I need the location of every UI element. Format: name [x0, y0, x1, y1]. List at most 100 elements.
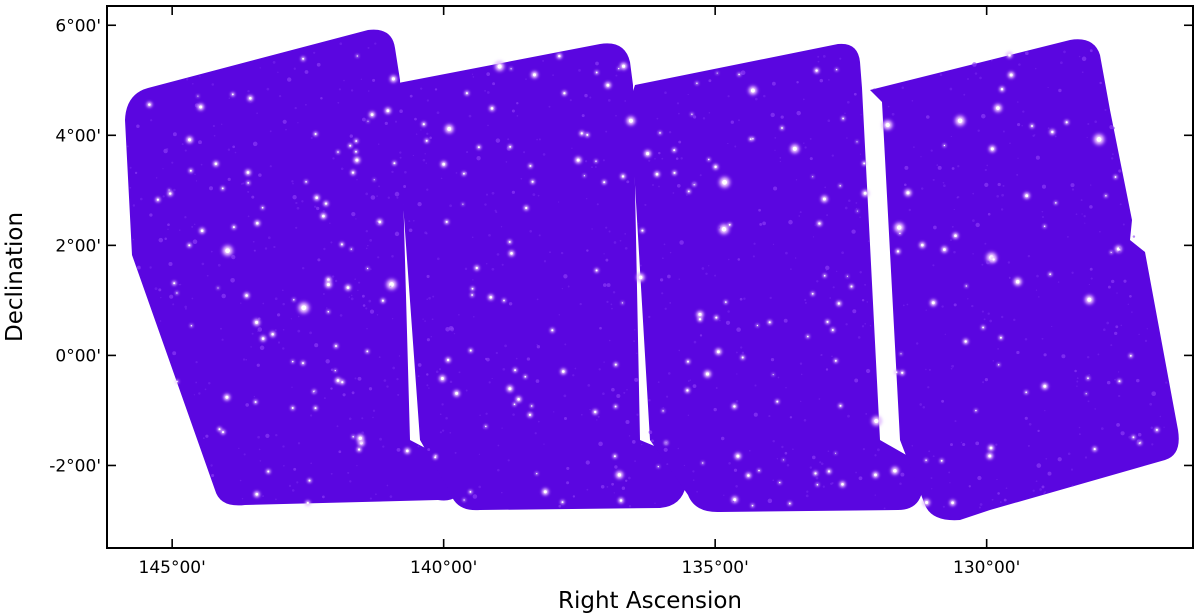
point-source — [584, 93, 588, 98]
point-source — [445, 327, 450, 332]
point-source-core — [714, 165, 717, 169]
diffuse-emission-speck — [1054, 135, 1057, 138]
diffuse-emission-speck — [278, 94, 282, 98]
diffuse-emission-speck — [984, 242, 987, 245]
diffuse-emission-speck — [956, 196, 959, 199]
point-source — [861, 298, 865, 302]
diffuse-emission-speck — [485, 412, 488, 415]
diffuse-emission-speck — [996, 194, 1000, 198]
diffuse-emission-speck — [596, 419, 598, 421]
diffuse-emission-speck — [210, 250, 213, 253]
diffuse-emission-speck — [1102, 328, 1106, 332]
diffuse-emission-speck — [1076, 385, 1078, 387]
diffuse-emission-speck — [1100, 427, 1104, 430]
point-source — [770, 112, 775, 118]
diffuse-emission-speck — [676, 102, 680, 105]
diffuse-emission-speck — [776, 458, 779, 460]
point-source — [767, 498, 773, 504]
diffuse-emission-speck — [701, 267, 705, 270]
diffuse-emission-speck — [735, 400, 739, 403]
diffuse-emission-speck — [1048, 385, 1050, 388]
diffuse-emission-speck — [1002, 184, 1005, 187]
diffuse-emission-speck — [391, 170, 394, 174]
diffuse-emission-speck — [654, 502, 656, 505]
diffuse-emission-speck — [820, 462, 824, 466]
diffuse-emission-speck — [450, 329, 454, 332]
point-source-core — [659, 132, 661, 134]
diffuse-emission-speck — [678, 112, 680, 115]
source-layer — [126, 42, 1168, 510]
diffuse-emission-speck — [154, 287, 158, 290]
point-source — [1114, 331, 1118, 336]
diffuse-emission-speck — [297, 329, 301, 333]
diffuse-emission-speck — [501, 427, 503, 429]
diffuse-emission-speck — [389, 495, 393, 498]
diffuse-emission-speck — [497, 468, 500, 472]
diffuse-emission-speck — [282, 302, 285, 306]
point-source-core — [1043, 384, 1047, 388]
point-source-core — [434, 456, 437, 459]
diffuse-emission-speck — [213, 134, 216, 137]
diffuse-emission-speck — [1094, 408, 1096, 410]
diffuse-emission-speck — [348, 296, 351, 298]
diffuse-emission-speck — [372, 409, 376, 412]
diffuse-emission-speck — [365, 307, 368, 310]
diffuse-emission-speck — [166, 147, 169, 151]
diffuse-emission-speck — [399, 151, 402, 154]
diffuse-emission-speck — [377, 256, 380, 259]
point-source-core — [595, 160, 597, 162]
diffuse-emission-speck — [911, 444, 914, 447]
diffuse-emission-speck — [1097, 353, 1100, 356]
point-source — [192, 239, 198, 245]
diffuse-emission-speck — [178, 229, 181, 231]
point-source-core — [513, 403, 516, 406]
diffuse-emission-speck — [291, 180, 294, 183]
point-source-core — [776, 400, 779, 403]
point-source — [314, 343, 319, 348]
diffuse-emission-speck — [1032, 489, 1035, 492]
diffuse-emission-speck — [282, 445, 285, 448]
point-source-core — [1008, 53, 1011, 57]
diffuse-emission-speck — [140, 197, 143, 201]
diffuse-emission-speck — [512, 413, 515, 416]
diffuse-emission-speck — [240, 302, 242, 304]
point-source-core — [489, 295, 493, 299]
diffuse-emission-speck — [804, 301, 807, 304]
diffuse-emission-speck — [277, 71, 279, 74]
point-source-core — [576, 158, 580, 162]
diffuse-emission-speck — [768, 415, 771, 418]
diffuse-emission-speck — [869, 325, 872, 327]
diffuse-emission-speck — [162, 168, 164, 170]
diffuse-emission-speck — [753, 242, 756, 245]
point-source — [563, 274, 568, 279]
diffuse-emission-speck — [337, 101, 340, 104]
point-source-core — [716, 72, 718, 74]
diffuse-emission-speck — [1009, 142, 1011, 145]
point-source-core — [1025, 194, 1029, 198]
diffuse-emission-speck — [641, 443, 643, 446]
diffuse-emission-speck — [301, 266, 305, 270]
point-source-core — [393, 162, 396, 165]
diffuse-emission-speck — [269, 165, 272, 168]
point-source-core — [621, 302, 623, 304]
diffuse-emission-speck — [536, 138, 538, 141]
point-source-core — [327, 311, 330, 313]
diffuse-emission-speck — [841, 251, 844, 255]
diffuse-emission-speck — [748, 449, 751, 452]
diffuse-emission-speck — [607, 99, 611, 102]
point-source-core — [200, 229, 204, 233]
diffuse-emission-speck — [132, 238, 135, 241]
point-source-core — [964, 340, 967, 343]
point-source-core — [992, 258, 995, 261]
diffuse-emission-speck — [705, 272, 708, 276]
point-source — [950, 443, 953, 447]
point-source — [968, 485, 971, 488]
point-source-core — [741, 356, 744, 359]
diffuse-emission-speck — [822, 485, 825, 488]
diffuse-emission-speck — [374, 42, 377, 45]
point-source — [933, 225, 937, 230]
diffuse-emission-speck — [1007, 261, 1011, 264]
point-source — [394, 191, 400, 197]
diffuse-emission-speck — [803, 142, 805, 144]
diffuse-emission-speck — [1144, 339, 1148, 343]
